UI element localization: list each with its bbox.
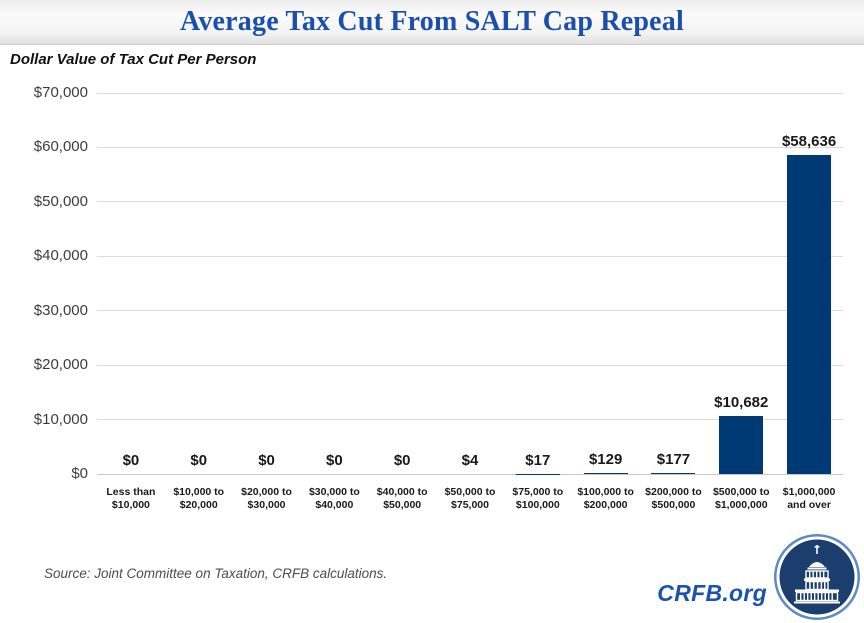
x-tick-label: $100,000 to $200,000 xyxy=(577,486,634,511)
plot-area: $0 $0 $0 $0 $0 $4 $17 $129 $177 $10,682 $58,636 xyxy=(97,92,843,475)
gridline xyxy=(97,255,843,257)
x-tick-label: Less than $10,000 xyxy=(106,486,156,511)
bar-value-label: $58,636 xyxy=(781,132,837,150)
x-tick-label: $200,000 to $500,000 xyxy=(645,486,702,511)
x-tick-label: $75,000 to $100,000 xyxy=(512,486,564,511)
y-tick-label: $70,000 xyxy=(33,84,88,101)
capitol-logo-icon xyxy=(774,534,860,620)
y-tick-label: $40,000 xyxy=(33,247,88,265)
bar-value-label: $129 xyxy=(588,451,623,469)
source-note: Source: Joint Committee on Taxation, CRF… xyxy=(44,566,388,581)
gridline xyxy=(97,201,843,203)
x-tick-label: $40,000 to $50,000 xyxy=(376,486,428,511)
y-tick-label: $30,000 xyxy=(33,301,88,319)
bar xyxy=(719,415,764,474)
gridline xyxy=(97,419,843,421)
gridline xyxy=(97,92,843,94)
crfb-capitol-logo xyxy=(773,533,861,621)
brand-text: CRFB.org xyxy=(657,580,767,606)
y-tick-label: $20,000 xyxy=(33,356,88,374)
gridline xyxy=(97,310,843,312)
bar-value-label: $10,682 xyxy=(714,393,769,411)
y-tick-label: $50,000 xyxy=(33,192,88,210)
x-tick-label: $20,000 to $30,000 xyxy=(241,486,292,511)
x-tick-label: $10,000 to $20,000 xyxy=(173,486,225,511)
bar-value-label: $177 xyxy=(656,451,691,469)
x-axis-baseline xyxy=(97,473,843,475)
bar xyxy=(787,154,832,474)
bar-value-label: $0 xyxy=(190,452,208,469)
x-tick-label: $1,000,000 and over xyxy=(782,486,836,511)
bar-value-label: $17 xyxy=(525,451,551,469)
chart-title: Average Tax Cut From SALT Cap Repeal xyxy=(180,6,684,37)
bar-value-label: $0 xyxy=(258,452,275,469)
chart-subtitle: Dollar Value of Tax Cut Per Person xyxy=(10,51,257,68)
bar-value-label: $0 xyxy=(393,452,411,469)
bar-value-label: $4 xyxy=(461,451,479,469)
y-tick-label: $60,000 xyxy=(33,138,88,156)
bar-value-label: $0 xyxy=(122,452,140,469)
y-tick-label: $0 xyxy=(71,465,88,482)
gridline xyxy=(97,146,843,148)
y-tick-label: $10,000 xyxy=(33,410,88,428)
gridline xyxy=(97,364,843,366)
x-tick-label: $500,000 to $1,000,000 xyxy=(712,486,770,511)
x-tick-label: $30,000 to $40,000 xyxy=(308,486,360,511)
bar xyxy=(651,473,696,474)
bar-value-label: $0 xyxy=(326,452,343,469)
x-tick-label: $50,000 to $75,000 xyxy=(444,486,496,511)
header-band: Average Tax Cut From SALT Cap Repeal xyxy=(0,0,864,45)
bar xyxy=(583,473,628,474)
